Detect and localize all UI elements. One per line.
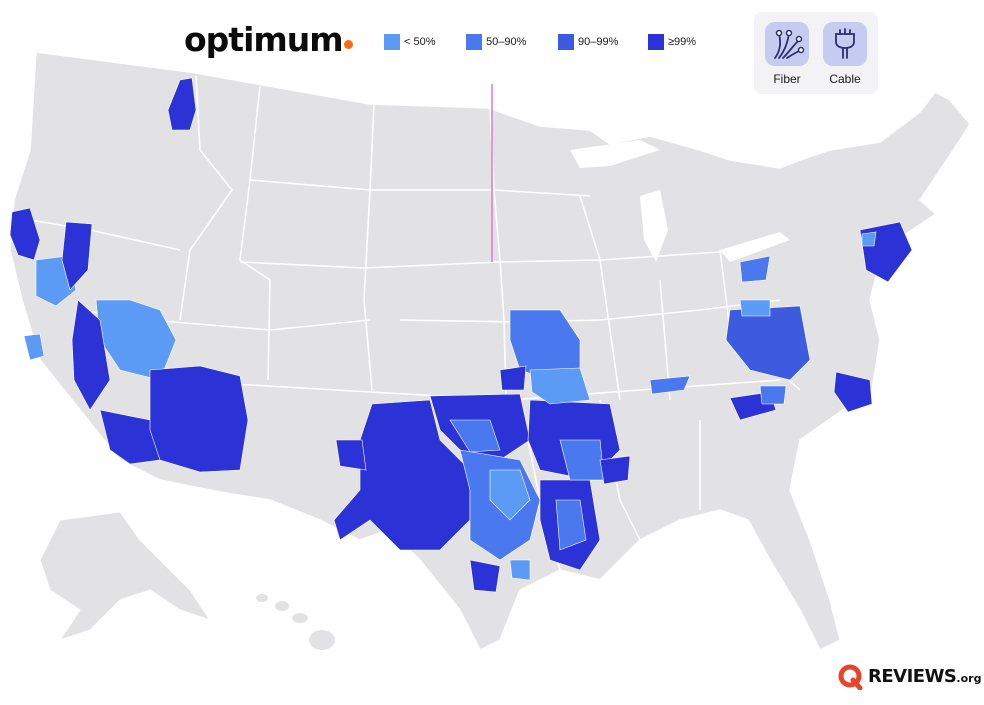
technology-panel: Fiber Cable	[754, 12, 878, 94]
tech-cable[interactable]: Cable	[820, 22, 870, 86]
region-texas-west	[335, 439, 367, 471]
legend-label: ≥99%	[668, 36, 697, 48]
logo-dot	[343, 40, 353, 49]
reviews-wordmark: REVIEWS.org	[868, 666, 982, 687]
region-west-virginia	[725, 305, 811, 381]
legend-swatch	[648, 34, 664, 50]
lake-michigan	[640, 190, 668, 262]
region-kentucky	[529, 367, 591, 405]
region-tennessee	[649, 375, 691, 395]
us-landmass	[9, 51, 971, 652]
region-north-carolina	[833, 371, 873, 413]
region-california-central	[71, 299, 111, 411]
legend-label: < 50%	[404, 36, 436, 48]
region-west-virginia-light	[739, 299, 771, 317]
region-california-north	[9, 207, 41, 261]
region-texas-panhandle	[333, 399, 471, 551]
legend-label: 90–99%	[578, 36, 619, 48]
fiber-icon	[765, 22, 809, 66]
reviews-q-icon	[838, 664, 863, 690]
tech-fiber[interactable]: Fiber	[762, 22, 812, 86]
region-california-coast	[23, 333, 45, 361]
region-louisiana-light	[555, 499, 587, 551]
hawaii	[256, 594, 335, 650]
region-tennessee-west	[599, 455, 631, 485]
region-ohio	[739, 255, 771, 283]
legend-swatch	[558, 34, 574, 50]
alaska	[39, 511, 212, 641]
coverage-regions	[9, 77, 913, 593]
tech-label-fiber: Fiber	[773, 72, 801, 86]
region-nevada-west-b	[61, 221, 93, 291]
region-missouri-south	[499, 365, 527, 391]
legend-swatch	[466, 34, 482, 50]
lake-erie	[720, 232, 790, 262]
optimum-logo: optimum	[184, 18, 353, 62]
region-houston	[469, 559, 501, 593]
legend-swatch	[384, 34, 400, 50]
region-virginia-south-light	[759, 385, 787, 405]
region-arizona	[149, 365, 249, 473]
region-texas-center-light	[489, 469, 531, 521]
region-oklahoma-light	[449, 419, 501, 453]
region-idaho-north	[167, 77, 197, 131]
lake-superior	[570, 140, 660, 168]
region-gulf-coast	[509, 559, 531, 581]
region-california-south	[99, 409, 161, 465]
reviews-org-logo: REVIEWS.org	[836, 664, 981, 690]
region-new-york-light	[861, 231, 877, 247]
legend-label: 50–90%	[486, 36, 527, 48]
cable-icon	[823, 22, 867, 66]
brand-name: optimum	[184, 20, 344, 59]
tech-label-cable: Cable	[829, 72, 861, 86]
